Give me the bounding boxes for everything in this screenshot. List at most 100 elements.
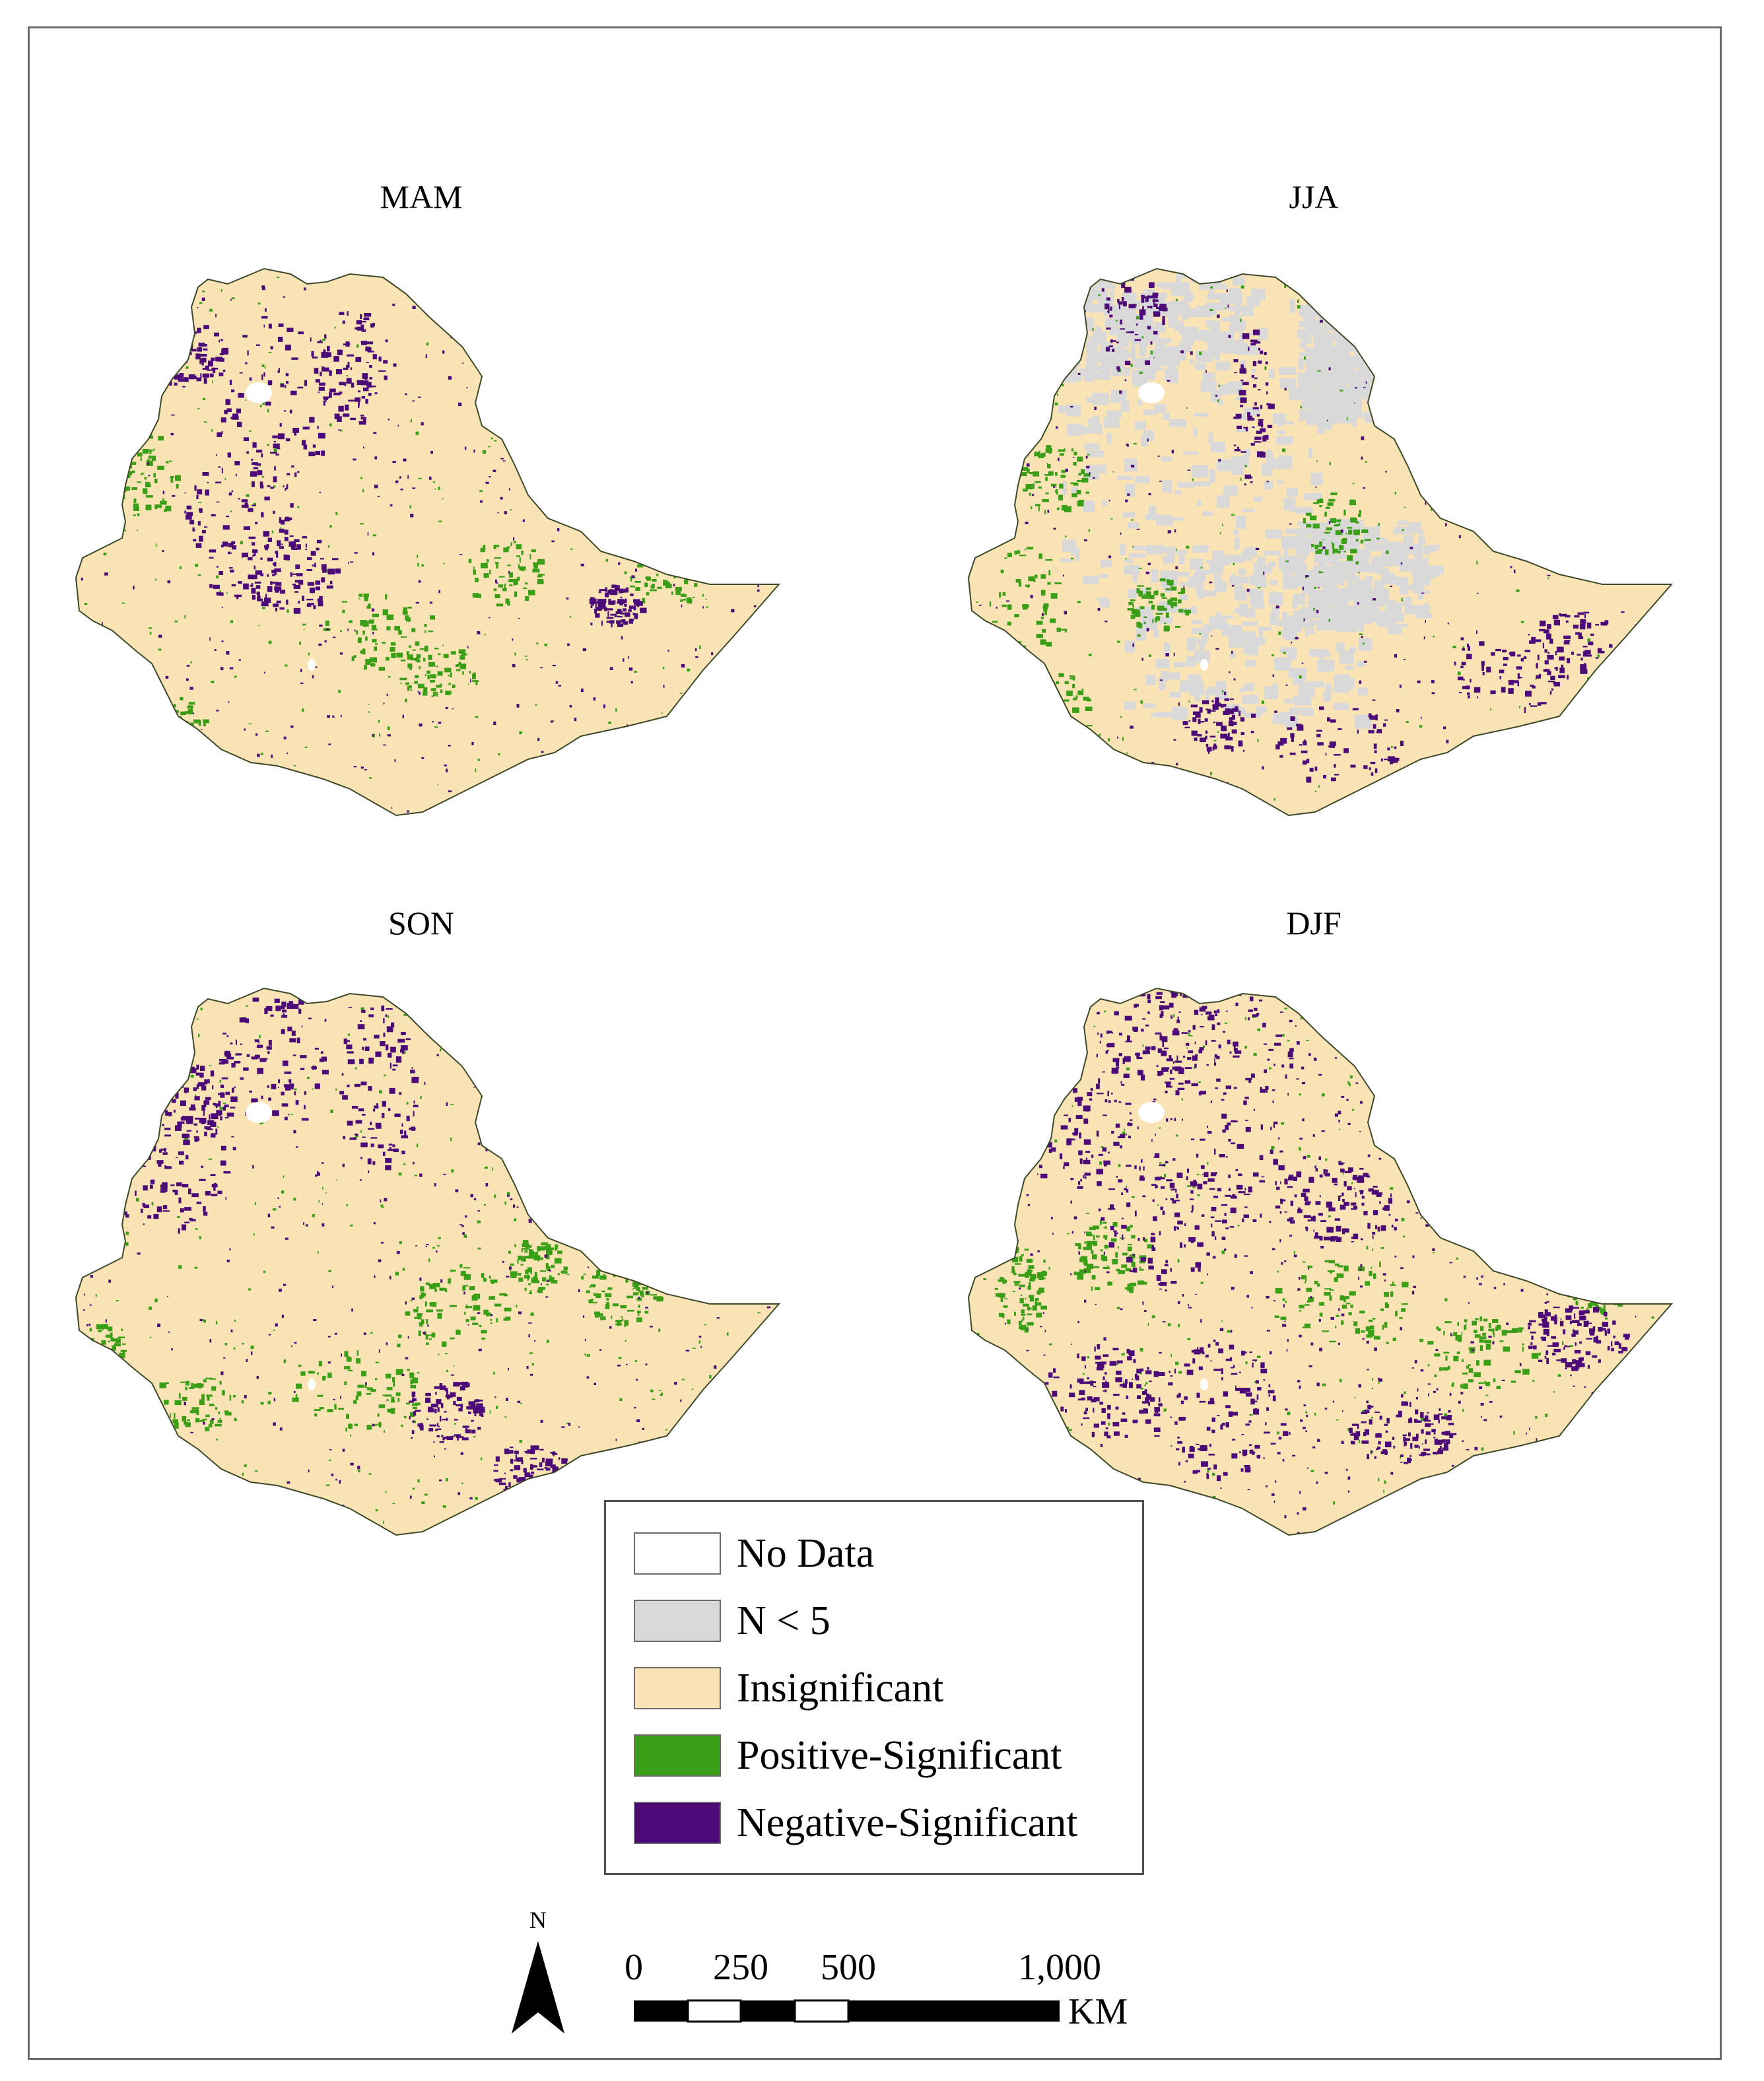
class-negative-significant-patch [294, 1091, 296, 1096]
class-positive-significant-patch [149, 627, 152, 629]
class-negative-significant-patch [276, 553, 279, 558]
class-positive-significant-patch [1468, 1368, 1474, 1373]
class-n-lt-5-patch [1264, 686, 1279, 699]
class-negative-significant-patch [485, 481, 489, 484]
class-negative-significant-patch [394, 1113, 401, 1117]
class-negative-significant-patch [628, 619, 633, 624]
class-positive-significant-patch [1040, 639, 1046, 645]
class-positive-significant-patch [1002, 632, 1005, 636]
class-negative-significant-patch [476, 1403, 483, 1408]
class-n-lt-5-patch [1179, 582, 1196, 586]
class-positive-significant-patch [446, 1369, 448, 1373]
class-negative-significant-patch [446, 1390, 448, 1395]
class-negative-significant-patch [427, 1408, 434, 1413]
class-positive-significant-patch [638, 1290, 644, 1293]
class-negative-significant-patch [229, 380, 232, 386]
class-negative-significant-patch [203, 378, 207, 384]
class-positive-significant-patch [625, 1340, 627, 1342]
class-negative-significant-patch [549, 1269, 551, 1272]
class-negative-significant-patch [477, 1142, 481, 1145]
class-positive-significant-patch [219, 590, 221, 592]
class-positive-significant-patch [1488, 1328, 1493, 1332]
panel-title-son: SON [388, 904, 455, 941]
class-negative-significant-patch [244, 437, 249, 442]
class-negative-significant-patch [298, 331, 304, 335]
class-negative-significant-patch [412, 1420, 415, 1423]
class-negative-significant-patch [1183, 586, 1185, 590]
class-positive-significant-patch [517, 1259, 519, 1264]
class-negative-significant-patch [281, 543, 283, 546]
class-negative-significant-patch [1384, 719, 1388, 721]
class-positive-significant-patch [621, 1318, 624, 1322]
class-negative-significant-patch [195, 1072, 201, 1076]
class-negative-significant-patch [358, 405, 360, 408]
class-positive-significant-patch [524, 1287, 527, 1291]
class-negative-significant-patch [291, 357, 298, 360]
class-positive-significant-patch [1516, 589, 1520, 592]
class-negative-significant-patch [1536, 663, 1538, 669]
class-negative-significant-patch [390, 504, 393, 506]
class-positive-significant-patch [1085, 706, 1093, 712]
class-n-lt-5-patch [1192, 545, 1209, 553]
class-positive-significant-patch [612, 1303, 619, 1307]
class-negative-significant-patch [528, 1484, 536, 1490]
class-n-lt-5-patch [1353, 616, 1365, 624]
class-positive-significant-patch [188, 702, 195, 705]
class-negative-significant-patch [356, 380, 364, 386]
class-negative-significant-patch [1503, 664, 1507, 666]
class-negative-significant-patch [392, 303, 395, 306]
class-negative-significant-patch [231, 490, 234, 493]
class-n-lt-5-patch [1221, 303, 1228, 310]
class-positive-significant-patch [1476, 1360, 1479, 1366]
class-positive-significant-patch [205, 1377, 213, 1380]
class-n-lt-5-patch [1292, 601, 1298, 609]
class-negative-significant-patch [285, 373, 289, 376]
class-n-lt-5-patch [1277, 480, 1284, 485]
class-positive-significant-patch [1535, 678, 1537, 680]
class-negative-significant-patch [1126, 331, 1133, 333]
class-negative-significant-patch [1553, 682, 1555, 685]
class-negative-significant-patch [1250, 442, 1255, 446]
class-negative-significant-patch [412, 1398, 417, 1402]
class-negative-significant-patch [1221, 726, 1227, 732]
panel-title-jja: JJA [1289, 178, 1339, 215]
class-negative-significant-patch [1205, 735, 1207, 739]
class-negative-significant-patch [446, 1437, 454, 1441]
class-positive-significant-patch [1399, 1316, 1403, 1319]
class-negative-significant-patch [227, 452, 232, 458]
class-n-lt-5-patch [1097, 597, 1109, 601]
class-positive-significant-patch [276, 277, 280, 279]
class-negative-significant-patch [1041, 613, 1044, 616]
class-negative-significant-patch [228, 492, 232, 496]
class-positive-significant-patch [1442, 1367, 1448, 1371]
class-n-lt-5-patch [1318, 562, 1327, 568]
class-positive-significant-patch [346, 1414, 349, 1419]
class-positive-significant-patch [456, 664, 459, 667]
class-n-lt-5-patch [1112, 275, 1119, 283]
class-negative-significant-patch [407, 1336, 409, 1339]
class-positive-significant-patch [121, 1361, 125, 1364]
class-negative-significant-patch [293, 1130, 296, 1134]
class-positive-significant-patch [1434, 1353, 1441, 1357]
class-negative-significant-patch [409, 1127, 416, 1130]
class-negative-significant-patch [1444, 523, 1447, 527]
class-negative-significant-patch [365, 346, 370, 352]
class-n-lt-5-patch [1308, 592, 1324, 598]
class-positive-significant-patch [1143, 621, 1146, 625]
class-positive-significant-patch [1156, 589, 1158, 593]
class-negative-significant-patch [287, 473, 290, 476]
class-negative-significant-patch [1537, 702, 1542, 706]
class-n-lt-5-patch [1298, 362, 1305, 370]
class-positive-significant-patch [424, 674, 426, 677]
class-positive-significant-patch [253, 1233, 255, 1236]
class-negative-significant-patch [244, 362, 248, 364]
class-n-lt-5-patch [1324, 308, 1336, 316]
class-negative-significant-patch [211, 514, 216, 517]
class-negative-significant-patch [1214, 702, 1221, 707]
class-n-lt-5-patch [1305, 629, 1310, 637]
class-positive-significant-patch [537, 1290, 539, 1293]
class-negative-significant-patch [312, 444, 316, 448]
class-negative-significant-patch [430, 450, 434, 454]
class-negative-significant-patch [1325, 753, 1327, 756]
class-negative-significant-patch [220, 417, 226, 423]
